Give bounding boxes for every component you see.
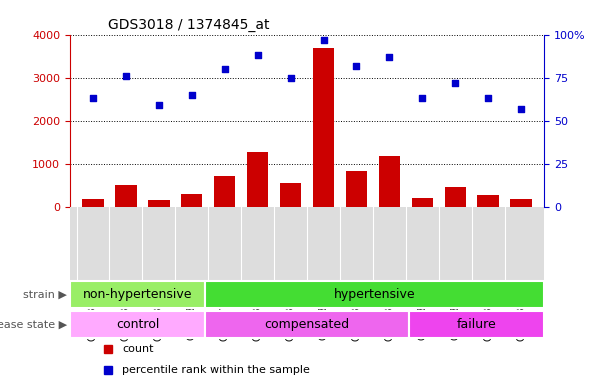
FancyBboxPatch shape (206, 281, 544, 308)
Point (187, 92, 196, 98)
Bar (214, 176, 235, 207)
Point (88, 95, 98, 101)
Text: failure: failure (457, 318, 496, 331)
Point (516, 106, 526, 112)
FancyBboxPatch shape (70, 281, 206, 308)
Bar (82, 199, 104, 207)
Bar (510, 199, 532, 207)
Text: strain ▶: strain ▶ (23, 290, 67, 300)
Bar (379, 156, 400, 207)
Point (220, 66, 230, 72)
Text: disease state ▶: disease state ▶ (0, 319, 67, 329)
Point (451, 80, 460, 86)
Text: hypertensive: hypertensive (334, 288, 416, 301)
Point (418, 95, 427, 101)
Bar (115, 185, 137, 207)
FancyBboxPatch shape (409, 311, 544, 338)
Bar (412, 198, 433, 207)
FancyBboxPatch shape (70, 311, 206, 338)
Point (154, 103, 164, 109)
Text: percentile rank within the sample: percentile rank within the sample (122, 365, 310, 375)
Point (384, 54, 394, 60)
Text: GDS3018 / 1374845_at: GDS3018 / 1374845_at (108, 18, 269, 32)
Bar (280, 183, 302, 207)
Text: compensated: compensated (264, 318, 350, 331)
Bar (477, 195, 499, 207)
Bar (148, 200, 170, 207)
Text: non-hypertensive: non-hypertensive (83, 288, 192, 301)
Bar (181, 194, 202, 207)
Text: control: control (116, 318, 159, 331)
Bar (444, 187, 466, 207)
Point (286, 74, 295, 81)
Bar (313, 48, 334, 207)
Bar (247, 152, 268, 207)
Point (483, 95, 493, 101)
Point (253, 52, 263, 58)
Text: count: count (122, 344, 154, 354)
Point (319, 37, 328, 43)
Bar (346, 171, 367, 207)
Point (351, 63, 361, 69)
FancyBboxPatch shape (206, 311, 409, 338)
Point (121, 73, 131, 79)
